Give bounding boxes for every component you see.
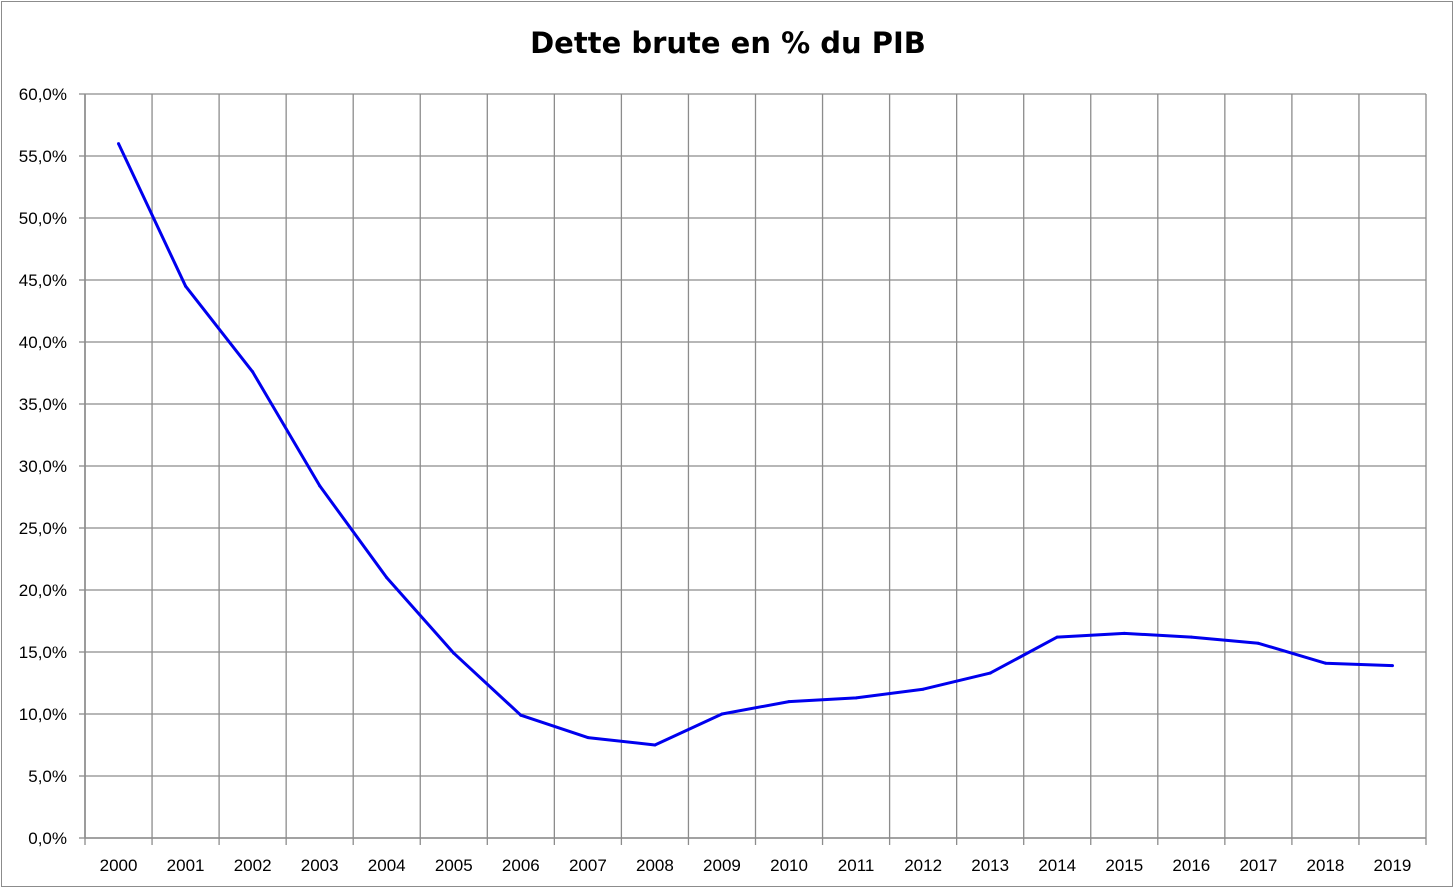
- y-tick-label: 35,0%: [19, 395, 67, 414]
- x-tick-label: 2012: [904, 856, 942, 875]
- data-point: [452, 651, 456, 655]
- data-point: [988, 671, 992, 675]
- y-tick-label: 45,0%: [19, 271, 67, 290]
- data-point: [921, 687, 925, 691]
- data-point: [653, 743, 657, 747]
- data-point: [1390, 664, 1394, 668]
- series-line: [117, 142, 1393, 747]
- chart-title: Dette brute en % du PIB: [530, 26, 926, 60]
- y-tick-label: 55,0%: [19, 147, 67, 166]
- x-tick-label: 2007: [569, 856, 607, 875]
- y-tick-label: 30,0%: [19, 457, 67, 476]
- x-tick-label: 2016: [1172, 856, 1210, 875]
- data-point: [318, 484, 322, 488]
- x-tick-label: 2011: [838, 856, 875, 875]
- x-tick-label: 2002: [234, 856, 272, 875]
- x-tick-label: 2005: [435, 856, 473, 875]
- x-tick-label: 2013: [971, 856, 1009, 875]
- x-tick-label: 2015: [1105, 856, 1143, 875]
- data-point: [586, 736, 590, 740]
- data-point: [251, 370, 255, 374]
- x-tick-label: 2019: [1374, 856, 1412, 875]
- y-tick-label: 50,0%: [19, 209, 67, 228]
- data-point: [1122, 631, 1126, 635]
- y-tick-label: 10,0%: [19, 705, 67, 724]
- data-point: [1323, 661, 1327, 665]
- data-point: [1055, 635, 1059, 639]
- y-tick-label: 25,0%: [19, 519, 67, 538]
- y-tick-label: 0,0%: [28, 829, 67, 848]
- data-point: [1256, 641, 1260, 645]
- x-tick-label: 2009: [703, 856, 741, 875]
- y-tick-label: 5,0%: [28, 767, 67, 786]
- x-tick-label: 2000: [100, 856, 138, 875]
- data-point: [519, 713, 523, 717]
- x-tick-label: 2017: [1239, 856, 1277, 875]
- x-tick-label: 2001: [167, 856, 205, 875]
- x-tick-label: 2018: [1307, 856, 1345, 875]
- data-point: [787, 700, 791, 704]
- data-point: [385, 576, 389, 580]
- y-tick-label: 40,0%: [19, 333, 67, 352]
- y-tick-label: 15,0%: [19, 643, 67, 662]
- data-point: [117, 142, 121, 146]
- data-point: [1189, 635, 1193, 639]
- x-tick-label: 2006: [502, 856, 540, 875]
- data-point: [720, 712, 724, 716]
- y-tick-label: 60,0%: [19, 85, 67, 104]
- x-tick-label: 2008: [636, 856, 674, 875]
- x-tick-label: 2004: [368, 856, 406, 875]
- data-point: [854, 696, 858, 700]
- y-tick-label: 20,0%: [19, 581, 67, 600]
- x-tick-label: 2003: [301, 856, 339, 875]
- data-point: [184, 284, 188, 288]
- x-tick-label: 2010: [770, 856, 808, 875]
- x-tick-label: 2014: [1038, 856, 1076, 875]
